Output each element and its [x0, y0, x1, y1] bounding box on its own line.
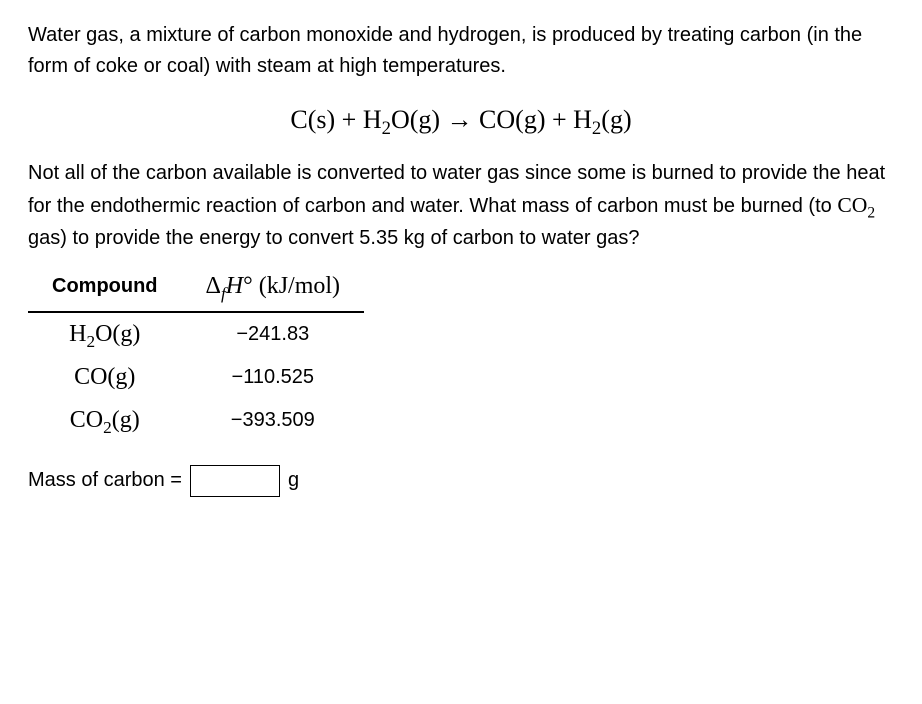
table-body: H2O(g) −241.83 CO(g) −110.525 CO2(g) −39… — [28, 312, 364, 443]
question-part1: Not all of the carbon available is conve… — [28, 162, 885, 217]
answer-label: Mass of carbon = — [28, 465, 182, 496]
table-header-compound: Compound — [28, 264, 182, 312]
enthalpy-table-wrap: Compound ΔfH° (kJ/mol) H2O(g) −241.83 CO… — [28, 264, 894, 443]
question-part2: gas) to provide the energy to convert 5.… — [28, 227, 639, 249]
question-paragraph: Not all of the carbon available is conve… — [28, 158, 894, 253]
compound-cell: CO2(g) — [28, 399, 182, 442]
compound-cell: CO(g) — [28, 356, 182, 399]
mass-of-carbon-input[interactable] — [190, 465, 280, 497]
table-row: H2O(g) −241.83 — [28, 312, 364, 356]
value-cell: −241.83 — [182, 312, 365, 356]
intro-paragraph: Water gas, a mixture of carbon monoxide … — [28, 20, 894, 82]
answer-unit: g — [288, 465, 299, 496]
table-header-enthalpy: ΔfH° (kJ/mol) — [182, 264, 365, 312]
value-cell: −110.525 — [182, 356, 365, 399]
co2-inline: CO2 — [837, 193, 875, 217]
reaction-equation: C(s) + H2O(g) → CO(g) + H2(g) — [28, 100, 894, 140]
table-row: CO(g) −110.525 — [28, 356, 364, 399]
table-row: CO2(g) −393.509 — [28, 399, 364, 442]
value-cell: −393.509 — [182, 399, 365, 442]
compound-cell: H2O(g) — [28, 312, 182, 356]
enthalpy-table: Compound ΔfH° (kJ/mol) H2O(g) −241.83 CO… — [28, 264, 364, 443]
answer-row: Mass of carbon = g — [28, 465, 894, 497]
